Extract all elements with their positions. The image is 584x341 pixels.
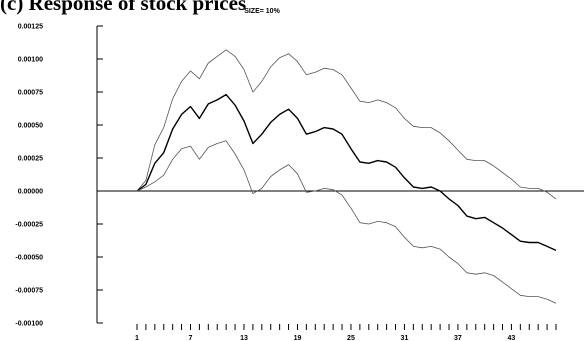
x-tick-label: 13 (240, 335, 248, 341)
page-heading: (c) Response of stock prices (0, 0, 247, 15)
y-tick-label: -0.00025 (15, 222, 43, 229)
y-tick-label: 0.00100 (18, 57, 43, 64)
y-tick-label: -0.00100 (15, 321, 43, 328)
y-tick-label: 0.00025 (18, 156, 43, 163)
chart-subtitle: SIZE= 10% (244, 8, 280, 15)
series-line-point-estimate (136, 93, 557, 252)
y-tick-label: 0.00125 (18, 24, 43, 31)
y-tick-label: -0.00075 (15, 288, 43, 295)
x-tick-label: 7 (189, 335, 193, 341)
x-tick-label: 1 (135, 335, 139, 341)
y-tick-label: -0.00050 (15, 255, 43, 262)
x-tick-label: 43 (508, 335, 516, 341)
series-line-lower-band (136, 140, 557, 304)
y-tick-label: 0.00050 (18, 123, 43, 130)
x-tick-label: 31 (401, 335, 409, 341)
axes: 0.00125 0.00100 0.00075 0.00050 0.00025 0.000… (15, 24, 584, 341)
y-tick-label: 0.00000 (18, 189, 43, 196)
series-line-upper-band (136, 49, 557, 200)
x-tick-label: 19 (294, 335, 302, 341)
y-tick-label: 0.00075 (18, 90, 43, 97)
x-tick-label: 25 (347, 335, 355, 341)
x-tick-label: 37 (454, 335, 462, 341)
series-layer (136, 49, 557, 304)
